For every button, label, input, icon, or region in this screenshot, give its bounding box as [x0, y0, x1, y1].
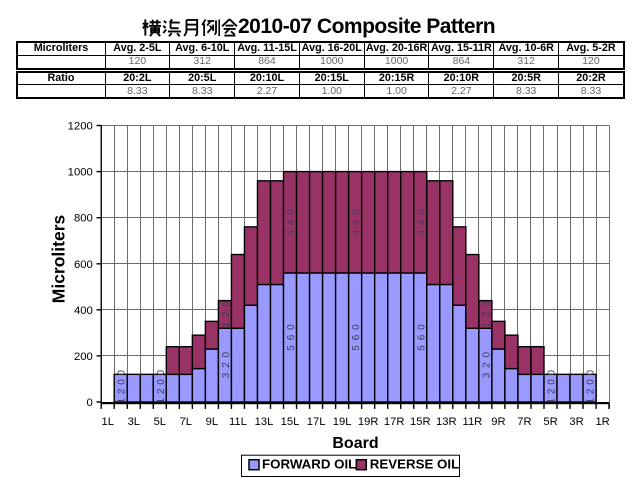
svg-text:9R: 9R: [491, 416, 505, 428]
svg-text:800: 800: [74, 213, 93, 225]
svg-text:120: 120: [481, 301, 492, 328]
svg-text:13L: 13L: [255, 416, 274, 428]
svg-text:7L: 7L: [180, 416, 192, 428]
svg-text:19L: 19L: [333, 416, 352, 428]
svg-text:19R: 19R: [358, 416, 379, 428]
svg-text:1L: 1L: [101, 416, 113, 428]
svg-text:Microliters: Microliters: [49, 214, 69, 303]
svg-text:560: 560: [286, 324, 297, 351]
svg-text:13R: 13R: [436, 416, 457, 428]
svg-text:17L: 17L: [307, 416, 326, 428]
svg-text:REVERSE OIL: REVERSE OIL: [370, 457, 459, 472]
svg-text:15R: 15R: [410, 416, 431, 428]
svg-text:440: 440: [286, 209, 297, 236]
svg-text:1000: 1000: [68, 167, 93, 179]
svg-text:FORWARD OIL: FORWARD OIL: [262, 457, 356, 472]
svg-text:1200: 1200: [68, 121, 93, 133]
svg-text:17R: 17R: [384, 416, 405, 428]
svg-text:Board: Board: [332, 435, 378, 452]
svg-text:200: 200: [74, 351, 93, 363]
svg-text:5L: 5L: [154, 416, 166, 428]
svg-text:560: 560: [351, 324, 362, 351]
svg-text:320: 320: [481, 351, 492, 378]
svg-text:400: 400: [74, 305, 93, 317]
svg-text:7R: 7R: [517, 416, 531, 428]
svg-text:440: 440: [351, 209, 362, 236]
svg-text:440: 440: [416, 209, 427, 236]
svg-text:15L: 15L: [281, 416, 300, 428]
svg-text:3L: 3L: [128, 416, 140, 428]
svg-text:3R: 3R: [569, 416, 583, 428]
svg-text:11L: 11L: [229, 416, 247, 428]
svg-text:11R: 11R: [463, 416, 483, 428]
svg-text:1R: 1R: [595, 416, 609, 428]
svg-text:5R: 5R: [543, 416, 557, 428]
svg-text:0: 0: [87, 397, 93, 409]
svg-text:120: 120: [221, 301, 232, 328]
svg-text:560: 560: [416, 324, 427, 351]
svg-text:320: 320: [221, 351, 232, 378]
svg-text:9L: 9L: [206, 416, 218, 428]
svg-text:600: 600: [74, 259, 93, 271]
